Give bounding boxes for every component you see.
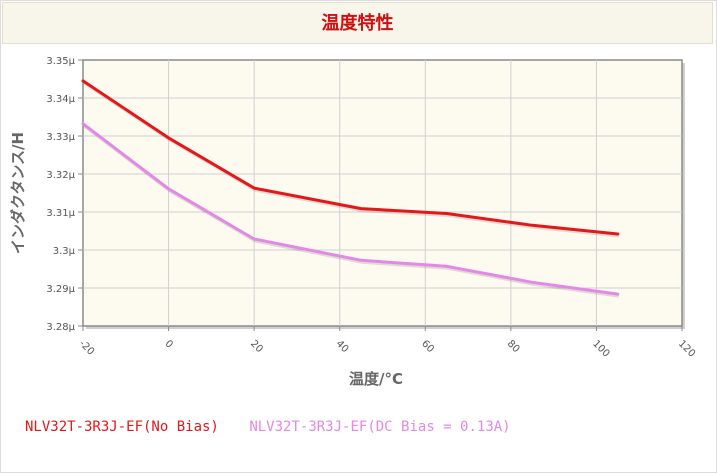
x-tick-label: 100 [590, 338, 611, 359]
x-tick-label: 20 [248, 338, 265, 355]
legend: NLV32T-3R3J-EF(No Bias) NLV32T-3R3J-EF(D… [25, 419, 533, 439]
legend-item-no-bias[interactable]: NLV32T-3R3J-EF(No Bias) [25, 419, 219, 435]
y-tick-label: 3.32µ [46, 170, 75, 181]
y-tick-label: 3.28µ [46, 322, 75, 333]
x-tick-label: 0 [162, 338, 174, 350]
y-tick-label: 3.3µ [53, 246, 76, 257]
title-bar: 温度特性 [2, 2, 713, 44]
plot-area [82, 59, 683, 327]
y-tick-label: 3.31µ [46, 208, 75, 219]
x-tick-label: -20 [77, 338, 96, 357]
y-axis-title: インダクタンス/H [9, 132, 27, 254]
chart-title: 温度特性 [321, 13, 394, 34]
x-tick-label: 60 [419, 338, 436, 355]
legend-item-dc-bias[interactable]: NLV32T-3R3J-EF(DC Bias = 0.13A) [249, 419, 511, 435]
y-tick-label: 3.34µ [46, 94, 75, 105]
x-axis-title: 温度/°C [349, 370, 403, 388]
y-tick-label: 3.33µ [46, 132, 75, 143]
x-tick-label: 40 [334, 338, 351, 355]
y-tick-label: 3.29µ [46, 284, 75, 295]
x-tick-label: 80 [505, 338, 522, 355]
x-tick-label: 120 [676, 338, 697, 359]
temperature-chart: 3.28µ 3.29µ 3.3µ 3.31µ 3.32µ 3.33µ 3.34µ 3.35µ -… [9, 56, 697, 388]
y-tick-label: 3.35µ [46, 56, 75, 67]
series-line-no-bias [81, 79, 620, 236]
series-line-dc-bias [81, 122, 620, 296]
